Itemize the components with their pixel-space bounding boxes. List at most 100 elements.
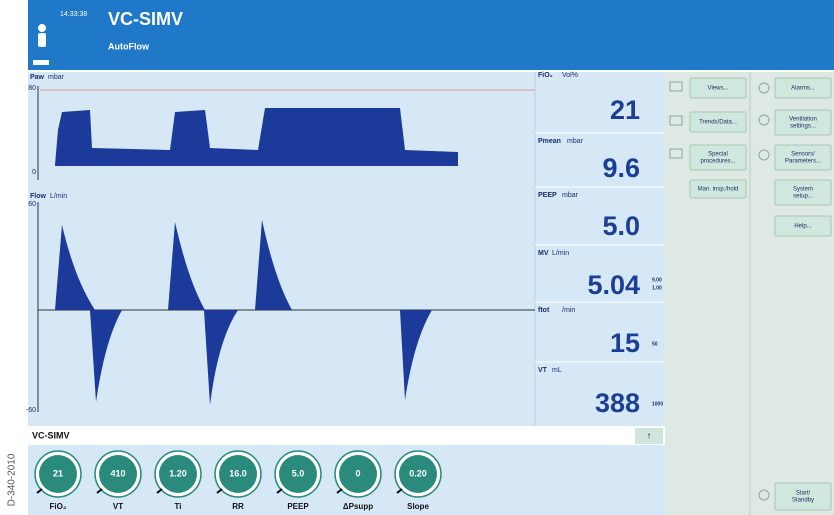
button-label[interactable]: Views... — [708, 86, 729, 92]
mode: VC-SIMV — [108, 9, 183, 29]
measurement-value: 388 — [595, 388, 640, 418]
dial[interactable] — [399, 455, 437, 493]
button-label[interactable]: procedures... — [700, 159, 735, 165]
button-label[interactable]: Standby — [792, 498, 814, 504]
expand-arrow[interactable]: ↑ — [647, 430, 652, 440]
button-label[interactable]: System — [793, 187, 813, 193]
dial-value[interactable]: 5.0 — [292, 468, 305, 478]
button-label[interactable]: Special — [708, 152, 728, 158]
wave-label: Paw — [30, 74, 45, 81]
dial-pointer — [216, 488, 223, 494]
menu-button[interactable] — [689, 77, 747, 99]
measurement-unit: L/min — [552, 250, 569, 257]
measurement-label: MV — [538, 250, 549, 257]
dial-value[interactable]: 0.20 — [409, 468, 427, 478]
dial-value[interactable]: 1.20 — [169, 468, 187, 478]
button-label[interactable]: Start/ — [796, 491, 811, 497]
button-label[interactable]: Alarms... — [791, 86, 815, 92]
measurement-value: 5.04 — [587, 270, 640, 300]
button-label[interactable]: Parameters... — [785, 159, 821, 165]
axis-label: 0 — [32, 169, 36, 176]
clock: 14:33:38 — [60, 11, 87, 18]
flow-wave — [55, 220, 292, 310]
measurement-value: 21 — [610, 95, 640, 125]
measurement-unit: Vol% — [562, 72, 578, 79]
dial[interactable] — [39, 455, 77, 493]
button-label[interactable]: setup... — [793, 194, 813, 200]
mode-bar-label: VC-SIMV — [32, 430, 70, 440]
measurement-value: 15 — [610, 328, 640, 358]
button-label[interactable]: Man. insp./hold — [698, 187, 739, 193]
dial-label: VT — [113, 502, 123, 511]
button-label[interactable]: Help... — [794, 224, 812, 230]
battery-icon — [33, 60, 49, 65]
dial-pointer — [36, 488, 43, 494]
menu-button[interactable] — [689, 111, 747, 133]
figure-code: D-340-2010 — [7, 453, 18, 506]
dial-pointer — [336, 488, 343, 494]
dial-value[interactable]: 0 — [355, 468, 360, 478]
dial-label: Slope — [407, 502, 429, 511]
submode: AutoFlow — [108, 41, 150, 51]
axis-label: 60 — [28, 201, 36, 208]
measurement-value: 5.0 — [602, 211, 640, 241]
measurement-label: Pmean — [538, 138, 561, 145]
icon — [669, 115, 683, 126]
dial[interactable] — [279, 455, 317, 493]
alarm-limit: 9.00 — [652, 277, 662, 283]
dial-pointer — [96, 488, 103, 494]
dial-pointer — [156, 488, 163, 494]
alarm-limit: 1000 — [652, 401, 663, 407]
dial[interactable] — [219, 455, 257, 493]
wave-label: Flow — [30, 193, 46, 200]
icon — [669, 148, 683, 159]
patient-icon — [38, 24, 46, 32]
menu-button[interactable] — [774, 77, 832, 99]
dial-label: RR — [232, 502, 244, 511]
icon — [669, 81, 683, 92]
button-label[interactable]: Sensors/ — [791, 152, 815, 158]
dial[interactable] — [99, 455, 137, 493]
menu-button[interactable] — [774, 144, 832, 171]
dial[interactable] — [159, 455, 197, 493]
patient-icon — [38, 33, 46, 47]
measurement-value: 9.6 — [602, 153, 640, 183]
button-label[interactable]: Ventilation — [789, 117, 817, 123]
measurement-label: PEEP — [538, 192, 557, 199]
measurement-unit: mbar — [562, 192, 579, 199]
dial-label: Ti — [175, 502, 182, 511]
dial-value[interactable]: 21 — [53, 468, 63, 478]
measurement-unit: mbar — [567, 138, 584, 145]
measurement-label: VT — [538, 367, 548, 374]
alarm-limit: 50 — [652, 341, 658, 347]
mode-bar — [28, 428, 665, 445]
alarm-limit: 1.00 — [652, 285, 662, 291]
icon — [758, 149, 770, 161]
button-label[interactable]: settings... — [790, 124, 816, 130]
button-label[interactable]: Trends/Data... — [699, 120, 737, 126]
dial-label: FiO₂ — [50, 502, 67, 511]
dial-value[interactable]: 16.0 — [229, 468, 247, 478]
measurement-unit: mL — [552, 367, 562, 374]
menu-button[interactable] — [689, 144, 747, 171]
dial-label: ΔPsupp — [343, 502, 373, 511]
measurement-label: FiO₂ — [538, 72, 553, 79]
measurement-label: ftot — [538, 307, 550, 314]
menu-button[interactable] — [774, 482, 832, 511]
axis-label: -60 — [26, 407, 36, 414]
pressure-wave — [55, 108, 458, 166]
dial-value[interactable]: 410 — [110, 468, 125, 478]
wave-unit: mbar — [48, 74, 65, 81]
expand-button[interactable] — [635, 428, 663, 444]
icon — [758, 82, 770, 94]
menu-button[interactable] — [774, 215, 832, 237]
menu-button[interactable] — [774, 109, 832, 136]
power-icon — [758, 489, 770, 501]
icon — [758, 114, 770, 126]
dial[interactable] — [339, 455, 377, 493]
menu-button[interactable] — [689, 179, 747, 199]
dial-pointer — [396, 488, 403, 494]
menu-button[interactable] — [774, 179, 832, 206]
header — [28, 0, 834, 70]
